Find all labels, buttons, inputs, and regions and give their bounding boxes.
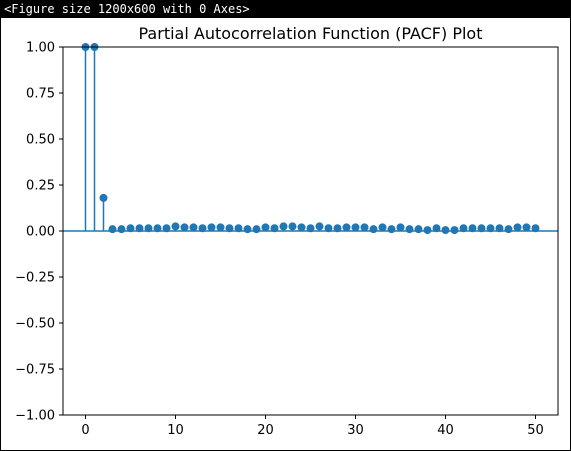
x-tick-label: 20 [257, 423, 274, 438]
stem-marker [198, 224, 207, 233]
stem-marker [216, 223, 225, 232]
stem-marker [387, 225, 396, 234]
stem-marker [396, 223, 405, 232]
stem-marker [378, 223, 387, 232]
stem-marker [108, 225, 117, 234]
y-tick-label: −1.00 [15, 409, 55, 424]
x-tick-label: 0 [81, 423, 89, 438]
stem-marker [342, 223, 351, 232]
stem-marker [513, 223, 522, 232]
stem-marker [306, 224, 315, 233]
y-tick-label: 0.50 [26, 133, 55, 148]
stem-marker [333, 224, 342, 233]
stem-marker [315, 222, 324, 231]
stem-marker [531, 224, 540, 233]
stem-marker [360, 223, 369, 232]
stem-marker [117, 225, 126, 234]
stem-marker [288, 222, 297, 231]
stem-marker [324, 224, 333, 233]
y-tick-label: −0.50 [15, 317, 55, 332]
stem-marker [261, 223, 270, 232]
stem-marker [144, 224, 153, 233]
stem-marker [414, 225, 423, 234]
stem-marker [234, 224, 243, 233]
y-tick-label: −0.25 [15, 271, 55, 286]
plot-frame [62, 46, 559, 416]
x-tick-label: 40 [437, 423, 454, 438]
stem-marker [171, 222, 180, 231]
stem-marker [459, 224, 468, 233]
stem-marker [270, 224, 279, 233]
y-tick-label: −0.75 [15, 363, 55, 378]
y-tick-label: 0.00 [26, 225, 55, 240]
stem-marker [243, 225, 252, 234]
x-tick-label: 30 [347, 423, 364, 438]
y-tick-label: 0.75 [26, 87, 55, 102]
stem-marker [162, 224, 171, 233]
stem-marker [504, 225, 513, 234]
stem-marker [189, 223, 198, 232]
stem-marker [297, 223, 306, 232]
stem-marker [369, 225, 378, 234]
stem-marker [432, 224, 441, 233]
stem-marker [207, 223, 216, 232]
y-tick-label: 1.00 [26, 41, 55, 56]
stem-marker [423, 226, 432, 235]
stem-marker [180, 223, 189, 232]
stem-marker [405, 225, 414, 234]
stem-marker [279, 222, 288, 231]
chart-title: Partial Autocorrelation Function (PACF) … [139, 24, 483, 43]
stem-marker [126, 224, 135, 233]
stem-marker [486, 224, 495, 233]
x-tick-label: 10 [167, 423, 184, 438]
stem-marker [252, 225, 261, 234]
stem-marker [351, 223, 360, 232]
stem-marker [477, 224, 486, 233]
stem-marker [99, 193, 108, 202]
x-axis: 0 10 20 30 40 50 [81, 415, 544, 438]
pacf-chart: −1.00 −0.75 −0.50 −0.25 0.00 0.25 0.50 0.75 1.00… [15, 24, 559, 438]
y-axis: −1.00 −0.75 −0.50 −0.25 0.00 0.25 0.50 0.75 1.00 [15, 41, 63, 424]
x-tick-label: 50 [527, 423, 544, 438]
stem-marker [135, 224, 144, 233]
pacf-figure: −1.00 −0.75 −0.50 −0.25 0.00 0.25 0.50 0.75 1.00… [1, 18, 570, 450]
stem-marker [450, 226, 459, 235]
console-output-text: <Figure size 1200x600 with 0 Axes> [4, 2, 250, 16]
stem-marker [153, 224, 162, 233]
y-tick-label: 0.25 [26, 179, 55, 194]
stem-marker [468, 224, 477, 233]
stem-marker [225, 224, 234, 233]
stem-marker [495, 224, 504, 233]
stem-marker [522, 223, 531, 232]
stem-marker [441, 226, 450, 235]
